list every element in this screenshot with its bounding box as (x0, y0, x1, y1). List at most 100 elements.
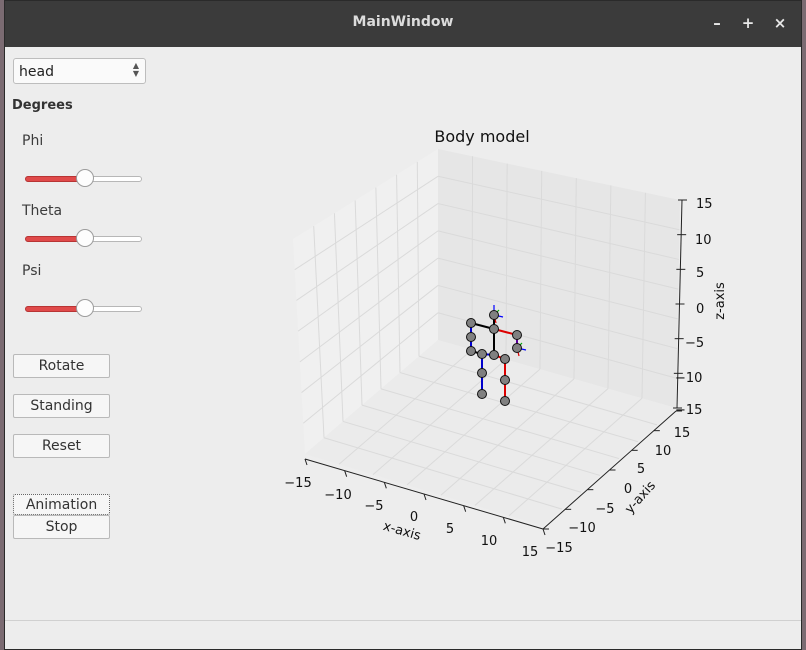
grid-line (372, 359, 507, 475)
grid-line (380, 388, 620, 460)
grid-line (471, 156, 474, 350)
stop-button[interactable]: Stop (13, 515, 110, 539)
plot-title: Body model (434, 127, 529, 146)
psi-slider[interactable] (25, 299, 142, 319)
grid-line (437, 203, 679, 260)
grid-line (440, 378, 575, 496)
body-part-select[interactable]: head ▲ ▼ (13, 58, 146, 84)
y-tick-label: 0 (624, 482, 632, 497)
grid-line (437, 175, 680, 231)
animation-button[interactable]: Animation (13, 494, 110, 515)
z-axis-label: z-axis (713, 282, 728, 320)
z-tick-label: −10 (675, 371, 702, 386)
degrees-heading: Degrees (12, 98, 73, 113)
x-tick-label: 10 (481, 534, 498, 549)
back-pane (438, 149, 680, 408)
x-tick-label: 15 (522, 545, 539, 560)
close-button[interactable]: × (773, 14, 787, 32)
grid-line (607, 185, 612, 389)
grid-line (294, 175, 439, 271)
y-tick-label: 15 (674, 426, 691, 441)
maximize-button[interactable]: + (741, 14, 755, 32)
grid-line (437, 284, 678, 350)
x-tick (304, 458, 308, 466)
z-tick-label: −5 (685, 336, 704, 351)
floor-pane (305, 340, 676, 526)
joint-marker (489, 350, 499, 360)
spin-arrows-icon: ▲ ▼ (132, 61, 139, 78)
grid-line (508, 397, 643, 517)
y-tick-label: −10 (568, 521, 595, 536)
grid-line (333, 213, 344, 422)
z-tick-label: 0 (696, 302, 704, 317)
y-tick-label: −15 (545, 541, 572, 556)
main-window: MainWindow – + × head ▲ ▼ Degrees Phi The… (4, 0, 802, 650)
grid-line (437, 230, 679, 290)
joint-marker (477, 368, 487, 378)
reset-button[interactable]: Reset (13, 434, 110, 458)
x-tick-label: −15 (284, 476, 311, 491)
joint-marker (500, 375, 510, 385)
grid-line (418, 355, 658, 426)
grid-line (437, 257, 678, 320)
joint-marker (466, 332, 476, 342)
grid-line (539, 170, 543, 370)
grid-line (641, 192, 646, 399)
joint-marker (512, 343, 522, 353)
body-model-plot[interactable]: Body model −15 −10 −5 0 5 10 15 −15 −10 … (5, 47, 801, 619)
grid-line (342, 420, 582, 493)
grid-line (416, 161, 420, 357)
joint-marker (466, 318, 476, 328)
grid-line (505, 163, 508, 360)
x-tick (344, 470, 348, 477)
x-tick (423, 493, 427, 501)
joint-marker (512, 330, 522, 340)
z-tick-label: 5 (696, 266, 704, 281)
grid-line (297, 230, 439, 332)
x-tick (502, 517, 506, 524)
grid-line (396, 174, 401, 373)
joint-marker (500, 354, 510, 364)
grid-line (299, 257, 439, 363)
grid-line (573, 178, 577, 379)
phi-label: Phi (22, 133, 44, 149)
body-skeleton (466, 305, 527, 406)
z-tick-label: 15 (696, 197, 713, 212)
rotate-button[interactable]: Rotate (13, 354, 110, 378)
grid-line (361, 404, 601, 476)
window-title: MainWindow (352, 14, 454, 30)
grid-line (437, 312, 677, 379)
x-tick (383, 482, 387, 489)
status-bar (5, 620, 801, 621)
grid-line (474, 388, 609, 506)
slider-handle[interactable] (76, 299, 94, 317)
grid-line (313, 226, 325, 438)
x-tick-label: −10 (324, 488, 351, 503)
left-pane (293, 149, 438, 454)
joint-marker (500, 396, 510, 406)
phi-slider[interactable] (25, 169, 142, 189)
z-tick-label: −15 (675, 403, 702, 418)
z-tick-label: 10 (695, 233, 712, 248)
axis-ticks (304, 199, 687, 536)
grid-lines (294, 156, 680, 517)
grid-line (399, 372, 639, 443)
standing-button[interactable]: Standing (13, 394, 110, 418)
x-tick-label: −5 (364, 499, 383, 514)
theta-slider[interactable] (25, 229, 142, 249)
x-tick-label: 0 (410, 510, 418, 525)
slider-handle[interactable] (76, 169, 94, 187)
grid-line (354, 200, 363, 406)
body-part-value: head (19, 64, 54, 80)
grid-line (302, 312, 439, 424)
minimize-button[interactable]: – (713, 14, 721, 32)
joint-marker (477, 389, 487, 399)
slider-handle[interactable] (76, 229, 94, 247)
x-tick (542, 528, 546, 536)
theta-label: Theta (22, 203, 63, 219)
title-bar[interactable]: MainWindow – + × (5, 1, 801, 47)
psi-label: Psi (22, 263, 42, 279)
grid-line (296, 203, 439, 301)
y-tick-label: −5 (595, 502, 614, 517)
y-tick-label: 10 (655, 444, 672, 459)
